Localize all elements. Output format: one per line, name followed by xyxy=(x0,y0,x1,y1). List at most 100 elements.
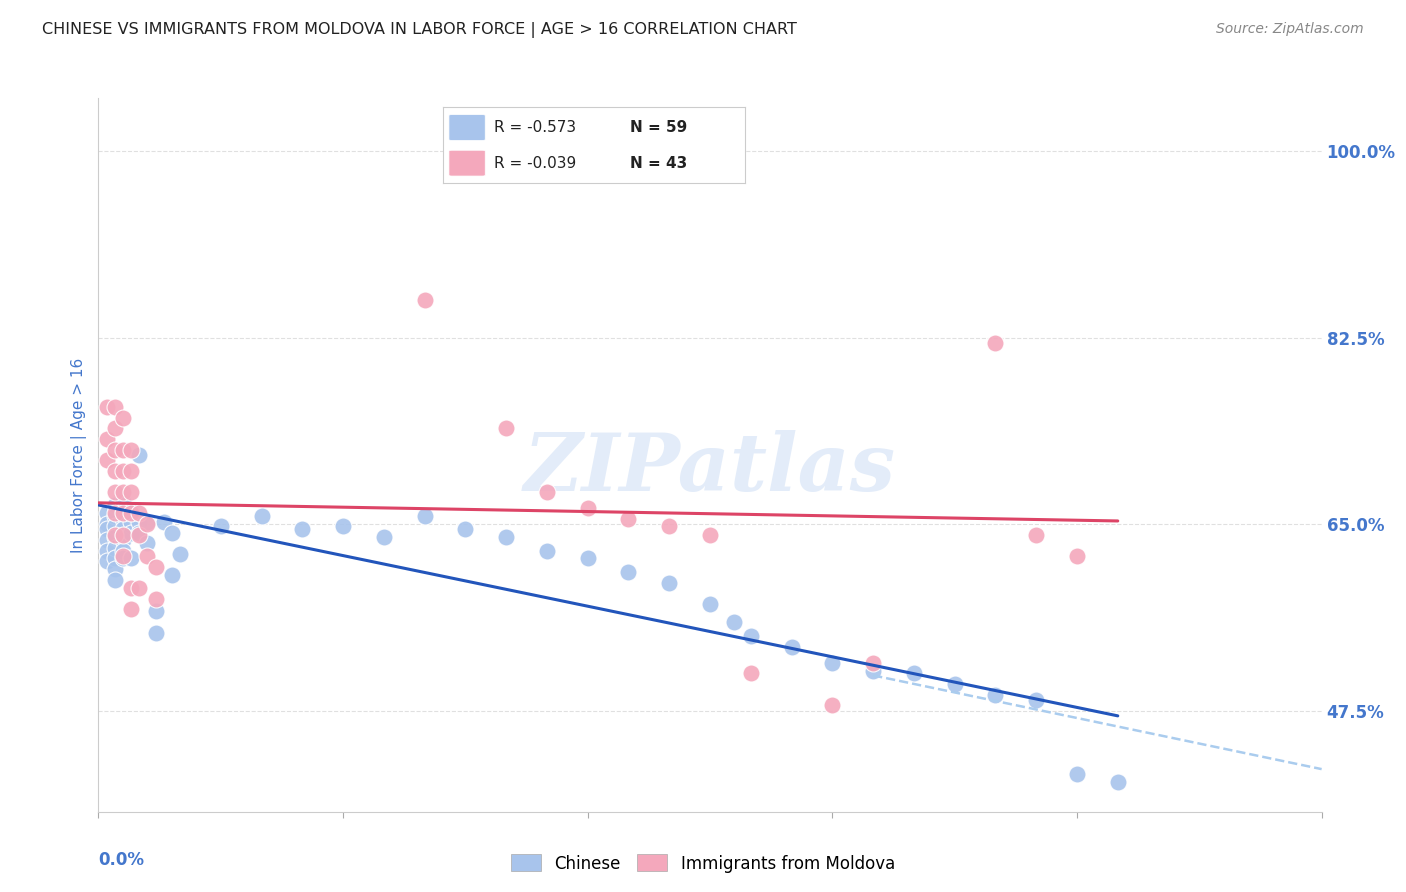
Point xyxy=(111,410,134,425)
Point xyxy=(111,551,134,566)
Point xyxy=(128,528,150,542)
Text: N = 43: N = 43 xyxy=(630,155,688,170)
Point xyxy=(120,485,142,500)
Point xyxy=(111,528,134,542)
Point xyxy=(903,666,925,681)
Text: 0.0%: 0.0% xyxy=(98,851,145,869)
Point xyxy=(821,656,844,670)
FancyBboxPatch shape xyxy=(449,114,485,140)
Point xyxy=(723,615,745,629)
Point xyxy=(120,464,142,478)
Point xyxy=(617,512,640,526)
Point xyxy=(120,507,142,521)
Point xyxy=(120,602,142,616)
Point xyxy=(984,688,1007,702)
Point xyxy=(111,533,134,548)
Point xyxy=(145,559,167,574)
Point xyxy=(332,519,354,533)
Point xyxy=(821,698,844,713)
Point xyxy=(128,515,150,529)
Point xyxy=(740,629,762,643)
Point xyxy=(104,485,127,500)
Text: N = 59: N = 59 xyxy=(630,120,688,135)
Point xyxy=(454,523,477,537)
Point xyxy=(104,421,127,435)
Point xyxy=(128,448,150,462)
Point xyxy=(120,525,142,540)
Point xyxy=(862,664,884,678)
Point xyxy=(145,625,167,640)
Point xyxy=(120,442,142,457)
Point xyxy=(136,517,159,532)
Point xyxy=(111,493,134,508)
Point xyxy=(1066,549,1088,563)
Text: Source: ZipAtlas.com: Source: ZipAtlas.com xyxy=(1216,22,1364,37)
Point xyxy=(169,547,191,561)
Point xyxy=(413,508,436,523)
Point xyxy=(495,530,517,544)
Point xyxy=(495,421,517,435)
Point xyxy=(96,432,118,446)
Text: CHINESE VS IMMIGRANTS FROM MOLDOVA IN LABOR FORCE | AGE > 16 CORRELATION CHART: CHINESE VS IMMIGRANTS FROM MOLDOVA IN LA… xyxy=(42,22,797,38)
Point xyxy=(862,656,884,670)
Point xyxy=(291,523,314,537)
Point xyxy=(111,464,134,478)
Point xyxy=(780,640,803,654)
Point xyxy=(576,501,599,516)
Point xyxy=(699,597,721,611)
Point xyxy=(96,453,118,467)
Point xyxy=(943,677,966,691)
Point xyxy=(1066,767,1088,781)
Point xyxy=(96,543,118,558)
Point xyxy=(984,336,1007,351)
FancyBboxPatch shape xyxy=(449,150,485,176)
Point xyxy=(209,519,232,533)
Point xyxy=(576,551,599,566)
Point xyxy=(145,591,167,606)
Point xyxy=(96,507,118,521)
Point xyxy=(96,400,118,414)
Point xyxy=(160,568,183,582)
Point xyxy=(111,549,134,563)
Point xyxy=(96,517,118,532)
Point xyxy=(96,554,118,568)
Point xyxy=(104,528,127,542)
Point xyxy=(104,519,127,533)
Point xyxy=(536,485,558,500)
Point xyxy=(413,293,436,308)
Point xyxy=(136,515,159,529)
Point xyxy=(373,530,395,544)
Point xyxy=(96,533,118,548)
Y-axis label: In Labor Force | Age > 16: In Labor Force | Age > 16 xyxy=(72,358,87,552)
Point xyxy=(104,498,127,512)
Point xyxy=(658,519,681,533)
Point xyxy=(1107,775,1129,789)
Point xyxy=(111,543,134,558)
Point xyxy=(104,442,127,457)
Point xyxy=(128,581,150,595)
Point xyxy=(111,512,134,526)
Point xyxy=(120,504,142,518)
Point xyxy=(136,549,159,563)
Point xyxy=(111,507,134,521)
Point xyxy=(250,508,273,523)
Point xyxy=(104,508,127,523)
Point xyxy=(104,573,127,587)
Point xyxy=(120,581,142,595)
Point xyxy=(111,523,134,537)
Point xyxy=(136,536,159,550)
Point xyxy=(1025,528,1047,542)
Point xyxy=(699,528,721,542)
Point xyxy=(145,605,167,619)
Text: R = -0.039: R = -0.039 xyxy=(495,155,576,170)
Point xyxy=(104,551,127,566)
Point xyxy=(96,523,118,537)
Point xyxy=(120,515,142,529)
Point xyxy=(160,525,183,540)
Point xyxy=(104,464,127,478)
Point xyxy=(658,575,681,590)
Point xyxy=(104,507,127,521)
Point xyxy=(104,400,127,414)
Point xyxy=(111,485,134,500)
Point xyxy=(104,562,127,576)
